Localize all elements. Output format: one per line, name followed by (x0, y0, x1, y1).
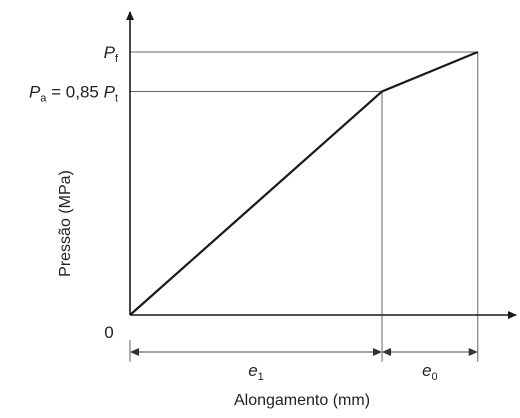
pressure-elongation-line (129, 50, 479, 316)
x-axis-title: Alongamento (mm) (234, 392, 370, 409)
y-marker-label-pf: Pf (104, 43, 119, 65)
y-marker-label-pa: Pa = 0,85 Pt (29, 82, 118, 104)
span-label-e1: e1 (248, 361, 264, 383)
origin-label: 0 (104, 323, 113, 342)
dimension-lines (129, 340, 478, 362)
y-axis-title: Pressão (MPa) (57, 170, 74, 277)
dimension-arrow-left (382, 348, 391, 356)
dimension-arrow-right (468, 348, 478, 356)
dimension-arrow-right (373, 348, 382, 356)
dimension-arrow-left (130, 348, 139, 356)
dimension-span-e1 (130, 348, 382, 356)
dimension-span-e0 (382, 348, 478, 356)
span-label-e0: e0 (422, 361, 438, 383)
